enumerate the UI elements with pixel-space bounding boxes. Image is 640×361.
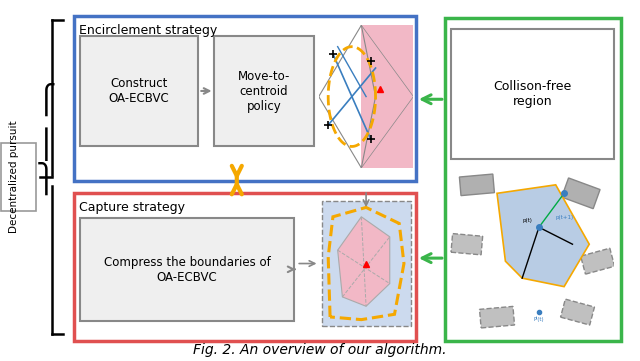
Bar xyxy=(460,174,495,196)
Text: Move-to-
centroid
policy: Move-to- centroid policy xyxy=(238,70,290,113)
Bar xyxy=(561,299,595,325)
Text: Pᴵ(t): Pᴵ(t) xyxy=(534,316,544,322)
Bar xyxy=(1,143,36,211)
Text: ⎪: ⎪ xyxy=(36,127,56,161)
Polygon shape xyxy=(497,185,589,287)
Bar xyxy=(580,248,614,274)
Polygon shape xyxy=(338,217,390,306)
Bar xyxy=(80,36,198,146)
Bar xyxy=(74,193,416,341)
Text: Fig. 2. An overview of our algorithm.: Fig. 2. An overview of our algorithm. xyxy=(193,343,447,357)
Text: Encirclement strategy: Encirclement strategy xyxy=(79,24,217,37)
Bar xyxy=(445,18,621,341)
Bar xyxy=(80,218,294,321)
Text: Compress the boundaries of
OA-ECBVC: Compress the boundaries of OA-ECBVC xyxy=(104,256,271,284)
Bar xyxy=(74,16,416,180)
Polygon shape xyxy=(362,25,413,168)
Text: p(t+1): p(t+1) xyxy=(556,215,574,220)
Bar xyxy=(451,234,483,255)
Text: p(t): p(t) xyxy=(522,218,532,223)
Text: ⎧: ⎧ xyxy=(36,83,56,116)
Bar xyxy=(479,306,515,328)
Text: ⎫: ⎫ xyxy=(36,162,56,195)
Bar xyxy=(214,36,314,146)
Text: Decentralized pursuit: Decentralized pursuit xyxy=(9,121,19,233)
Bar xyxy=(451,29,614,159)
Text: Construct
OA-ECBVC: Construct OA-ECBVC xyxy=(109,77,170,105)
Text: Capture strategy: Capture strategy xyxy=(79,201,185,214)
Text: Collison-free
region: Collison-free region xyxy=(493,80,572,108)
Bar xyxy=(562,178,600,209)
